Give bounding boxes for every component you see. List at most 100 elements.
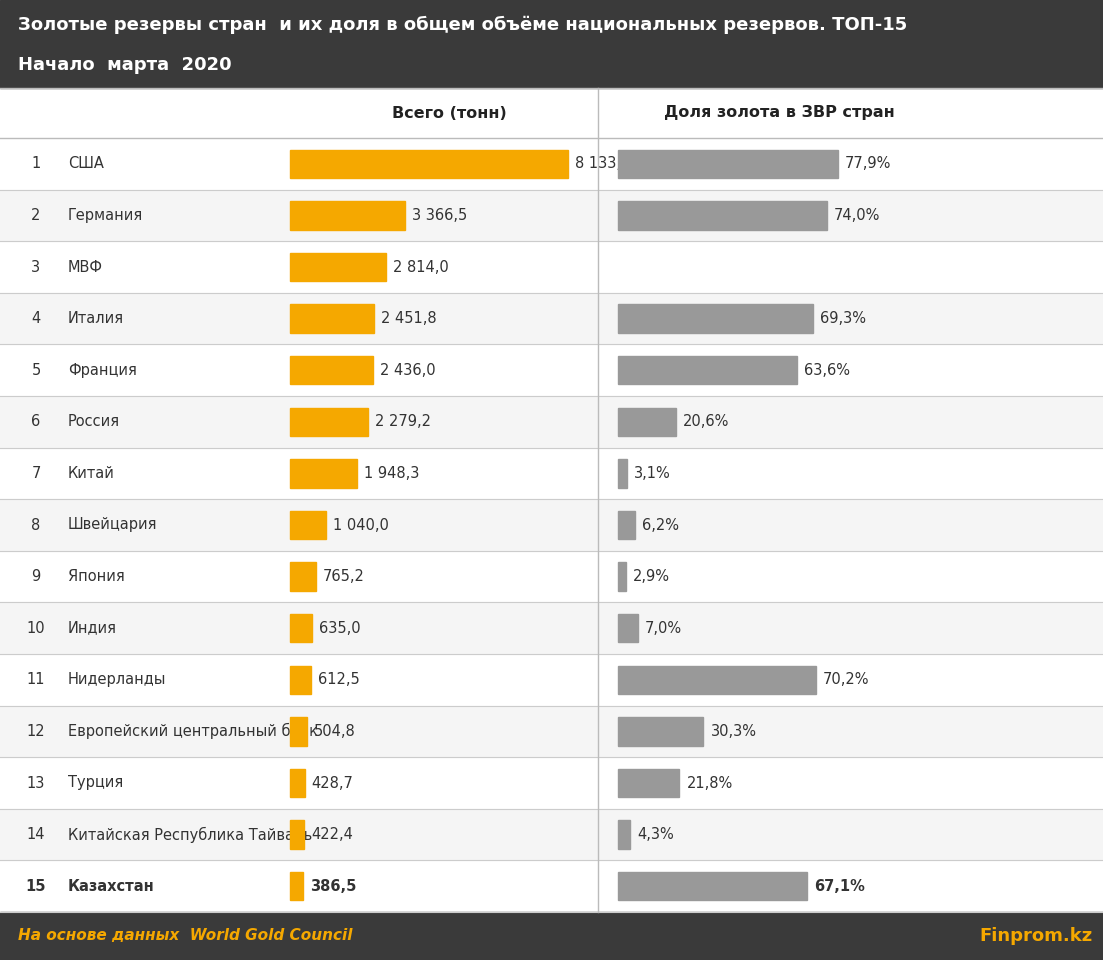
Text: Всего (тонн): Всего (тонн) [392, 106, 506, 121]
Text: 63,6%: 63,6% [804, 363, 850, 377]
Text: 3 366,5: 3 366,5 [413, 208, 468, 223]
Text: 1 948,3: 1 948,3 [364, 466, 419, 481]
Text: 2 279,2: 2 279,2 [375, 415, 431, 429]
Bar [0, 603, 1103, 654]
Text: 1: 1 [31, 156, 41, 171]
Bar [290, 511, 325, 540]
Bar [290, 304, 374, 333]
Text: 7,0%: 7,0% [645, 621, 682, 636]
Text: 635,0: 635,0 [319, 621, 361, 636]
Bar [618, 665, 816, 694]
Bar [618, 408, 676, 436]
Text: 20,6%: 20,6% [683, 415, 729, 429]
Bar [618, 459, 627, 488]
Text: Европейский центральный банк: Европейский центральный банк [68, 723, 318, 739]
Text: США: США [68, 156, 104, 171]
Text: Нидерланды: Нидерланды [68, 672, 167, 687]
Text: 67,1%: 67,1% [814, 878, 865, 894]
Text: 4,3%: 4,3% [638, 828, 674, 842]
Text: 2 436,0: 2 436,0 [381, 363, 436, 377]
Bar [290, 150, 568, 178]
Text: 69,3%: 69,3% [821, 311, 867, 326]
Text: 504,8: 504,8 [314, 724, 356, 739]
Text: Китай: Китай [68, 466, 115, 481]
Text: 74,0%: 74,0% [834, 208, 880, 223]
Text: 612,5: 612,5 [318, 672, 360, 687]
Text: 2,9%: 2,9% [633, 569, 671, 584]
Bar [290, 665, 311, 694]
Bar [618, 202, 826, 229]
Text: 7: 7 [31, 466, 41, 481]
Text: Доля золота в ЗВР стран: Доля золота в ЗВР стран [664, 106, 895, 121]
Text: 3,1%: 3,1% [634, 466, 671, 481]
Text: 13: 13 [26, 776, 45, 790]
Bar [618, 563, 627, 590]
Bar [290, 563, 317, 590]
Text: 2 451,8: 2 451,8 [381, 311, 437, 326]
Text: Германия: Германия [68, 208, 143, 223]
Bar [618, 769, 679, 797]
Bar [0, 190, 1103, 241]
Text: МВФ: МВФ [68, 259, 103, 275]
Bar [618, 717, 704, 746]
Bar [618, 511, 635, 540]
Text: Швейцария: Швейцария [68, 517, 158, 533]
Text: 386,5: 386,5 [310, 878, 356, 894]
Text: Казахстан: Казахстан [68, 878, 154, 894]
Text: 4: 4 [31, 311, 41, 326]
Text: 8: 8 [31, 517, 41, 533]
Bar [290, 459, 356, 488]
Bar [0, 88, 1103, 912]
Text: Франция: Франция [68, 363, 137, 377]
Bar [0, 293, 1103, 345]
Text: Китайская Республика Тайвань: Китайская Республика Тайвань [68, 827, 312, 843]
Text: На основе данных  World Gold Council: На основе данных World Gold Council [18, 928, 353, 944]
Bar [290, 821, 304, 849]
Text: 6,2%: 6,2% [642, 517, 679, 533]
Bar [0, 912, 1103, 960]
Text: Индия: Индия [68, 621, 117, 636]
Text: 12: 12 [26, 724, 45, 739]
Bar [290, 769, 304, 797]
Bar [618, 356, 797, 384]
Text: 21,8%: 21,8% [686, 776, 732, 790]
Text: 6: 6 [31, 415, 41, 429]
Bar [290, 252, 386, 281]
Text: 422,4: 422,4 [311, 828, 353, 842]
Text: 9: 9 [31, 569, 41, 584]
Text: Италия: Италия [68, 311, 125, 326]
Bar [618, 614, 638, 642]
Bar [290, 717, 308, 746]
Text: 428,7: 428,7 [312, 776, 354, 790]
Text: 10: 10 [26, 621, 45, 636]
Text: Россия: Россия [68, 415, 120, 429]
Text: 1 040,0: 1 040,0 [332, 517, 388, 533]
Bar [0, 808, 1103, 860]
Text: 8 133,5: 8 133,5 [575, 156, 630, 171]
Text: 70,2%: 70,2% [823, 672, 869, 687]
Text: 2: 2 [31, 208, 41, 223]
Text: Finprom.kz: Finprom.kz [979, 927, 1093, 945]
Text: 765,2: 765,2 [323, 569, 365, 584]
Text: 14: 14 [26, 828, 45, 842]
Text: 77,9%: 77,9% [845, 156, 891, 171]
Bar [0, 499, 1103, 551]
Text: 2 814,0: 2 814,0 [393, 259, 449, 275]
Text: Япония: Япония [68, 569, 125, 584]
Text: 30,3%: 30,3% [710, 724, 757, 739]
Bar [290, 614, 312, 642]
Text: 15: 15 [25, 878, 46, 894]
Bar [0, 0, 1103, 88]
Bar [618, 872, 807, 900]
Bar [618, 821, 630, 849]
Bar [618, 150, 837, 178]
Text: Золотые резервы стран  и их доля в общем объёме национальных резервов. ТОП-15: Золотые резервы стран и их доля в общем … [18, 15, 908, 34]
Bar [290, 872, 303, 900]
Text: 11: 11 [26, 672, 45, 687]
Text: Начало  марта  2020: Начало марта 2020 [18, 56, 232, 74]
Bar [290, 202, 405, 229]
Bar [0, 396, 1103, 447]
Bar [0, 706, 1103, 757]
Text: Турция: Турция [68, 776, 124, 790]
Text: 3: 3 [32, 259, 41, 275]
